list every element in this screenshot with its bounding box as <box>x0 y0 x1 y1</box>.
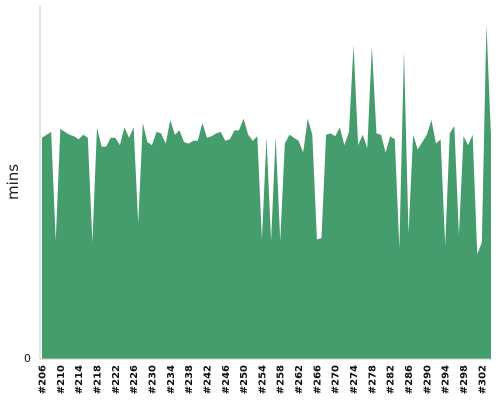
x-tick-label: #302 <box>477 365 488 394</box>
y-tick-label-0: 0 <box>24 352 31 365</box>
x-tick-label: #242 <box>202 365 213 394</box>
x-tick-label: #246 <box>221 365 232 394</box>
x-tick-label: #278 <box>367 365 378 394</box>
area-series <box>42 24 491 360</box>
x-tick-label: #206 <box>38 365 49 394</box>
x-tick-label: #222 <box>111 365 122 394</box>
x-tick-labels: #206 #210 #214 #218 #222 #226 #230 #234 #238 #242… <box>38 365 489 394</box>
x-tick-label: #238 <box>184 365 195 394</box>
x-tick-label: #218 <box>93 365 104 394</box>
plot-area <box>42 24 491 360</box>
x-tick-label: #258 <box>276 365 287 394</box>
x-tick-label: #298 <box>459 365 470 394</box>
x-tick-label: #230 <box>148 365 159 394</box>
x-tick-label: #214 <box>74 365 85 394</box>
x-tick-label: #226 <box>129 365 140 394</box>
x-tick-label: #294 <box>441 365 452 394</box>
x-tick-label: #210 <box>56 365 67 394</box>
x-tick-label: #250 <box>239 365 250 394</box>
x-tick-label: #234 <box>166 365 177 394</box>
y-axis-label: mins <box>4 164 22 200</box>
x-tick-label: #286 <box>404 365 415 394</box>
x-tick-label: #290 <box>422 365 433 394</box>
x-tick-label: #262 <box>294 365 305 394</box>
x-tick-label: #266 <box>312 365 323 394</box>
x-tick-label: #254 <box>257 365 268 394</box>
x-tick-label: #270 <box>331 365 342 394</box>
x-tick-label: #274 <box>349 365 360 394</box>
x-tick-label: #282 <box>386 365 397 394</box>
